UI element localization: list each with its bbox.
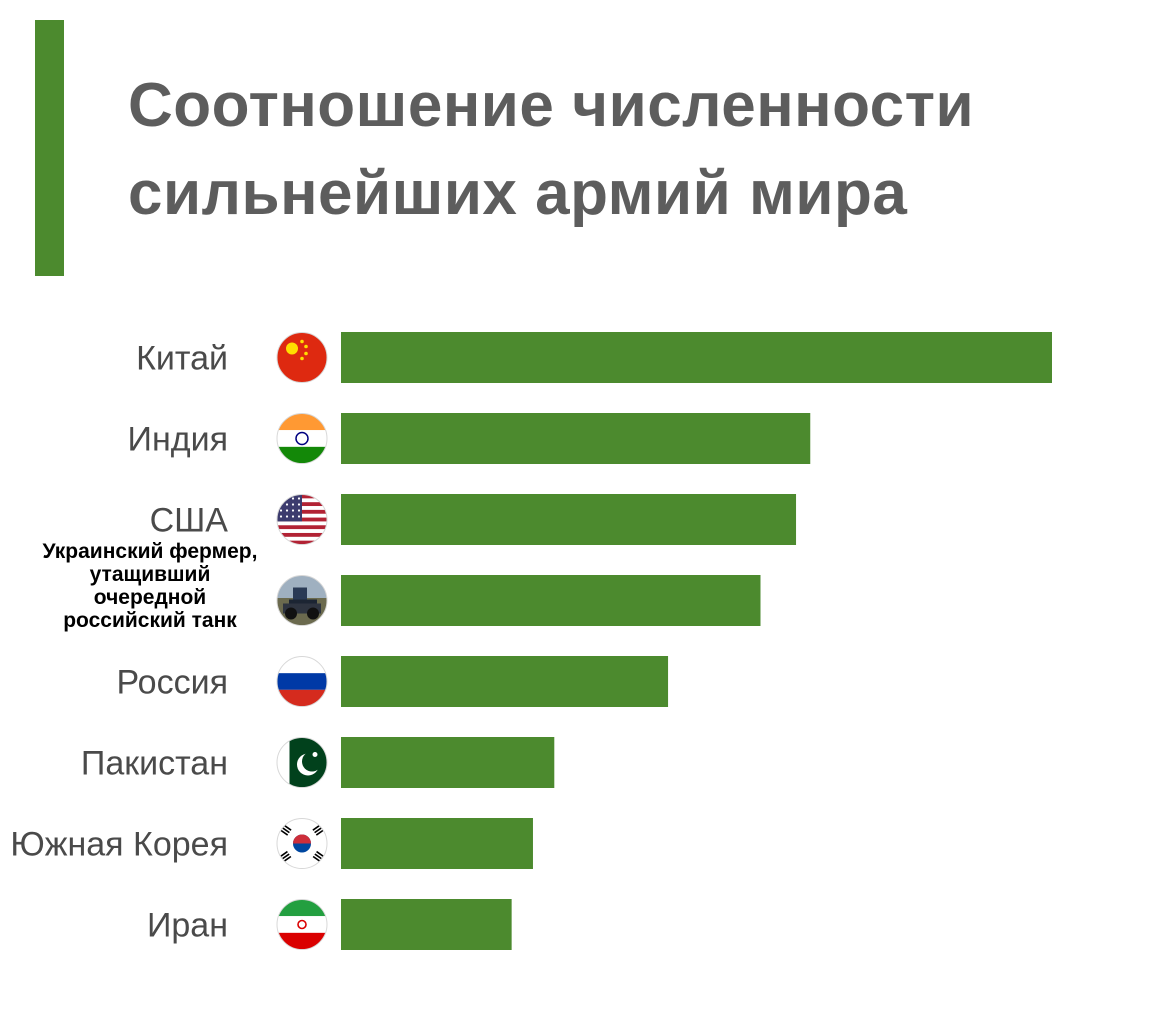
bar-india — [341, 413, 811, 464]
category-label-china: Китай — [136, 340, 228, 378]
bar-russia — [341, 656, 669, 707]
category-label-russia: Россия — [117, 664, 229, 702]
category-label-usa: США — [150, 502, 229, 540]
category-label-india: Индия — [128, 421, 228, 459]
category-label-iran: Иран — [147, 907, 228, 945]
category-label-south-korea: Южная Корея — [10, 826, 228, 864]
south-korea-flag-icon — [277, 818, 327, 869]
bar-ukrainian-farmer — [341, 575, 761, 626]
pakistan-flag-icon — [277, 737, 327, 788]
category-label-ukrainian-farmer: Украинский фермер, утащивший очередной р… — [42, 540, 258, 632]
category-label-pakistan: Пакистан — [81, 745, 228, 783]
bar-south-korea — [341, 818, 533, 869]
tractor-photo-icon — [277, 575, 327, 626]
chart-title: Соотношение численности сильнейших армий… — [128, 62, 1148, 238]
chart-title-line-2: сильнейших армий мира — [128, 159, 908, 228]
bar-iran — [341, 899, 512, 950]
accent-bar — [35, 20, 64, 276]
usa-flag-icon — [277, 494, 327, 545]
bar-usa — [341, 494, 797, 545]
bar-china — [341, 332, 1052, 383]
iran-flag-icon — [277, 899, 327, 950]
russia-flag-icon — [277, 656, 327, 707]
bar-pakistan — [341, 737, 555, 788]
china-flag-icon — [277, 332, 327, 383]
india-flag-icon — [277, 413, 327, 464]
chart-title-line-1: Соотношение численности — [128, 71, 975, 140]
